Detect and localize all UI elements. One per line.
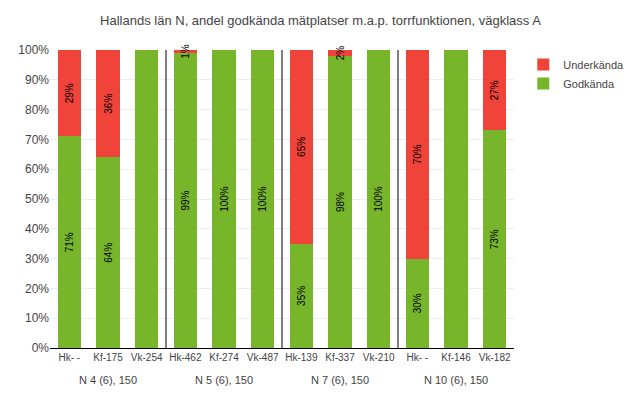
svg-text:Vk-210: Vk-210 (363, 352, 395, 363)
svg-text:Kf-337: Kf-337 (325, 352, 355, 363)
svg-text:10%: 10% (25, 311, 49, 325)
svg-text:29%: 29% (64, 83, 75, 103)
svg-text:30%: 30% (25, 252, 49, 266)
svg-text:Hk-139: Hk-139 (285, 352, 318, 363)
svg-text:65%: 65% (296, 137, 307, 157)
svg-text:Vk-487: Vk-487 (247, 352, 279, 363)
svg-text:50%: 50% (25, 192, 49, 206)
svg-text:Vk-182: Vk-182 (479, 352, 511, 363)
svg-text:Underkända: Underkända (563, 59, 624, 71)
svg-text:30%: 30% (412, 293, 423, 313)
svg-text:N 10 (6), 150: N 10 (6), 150 (424, 374, 488, 386)
svg-text:N 5 (6), 150: N 5 (6), 150 (195, 374, 253, 386)
svg-text:Godkända: Godkända (563, 78, 615, 90)
svg-text:71%: 71% (64, 232, 75, 252)
svg-text:Hk- -: Hk- - (58, 352, 80, 363)
svg-text:35%: 35% (296, 286, 307, 306)
svg-text:64%: 64% (103, 243, 114, 263)
svg-text:99%: 99% (180, 190, 191, 210)
svg-text:0%: 0% (32, 341, 50, 355)
svg-text:80%: 80% (25, 103, 49, 117)
svg-text:36%: 36% (103, 94, 114, 114)
svg-text:Kf-175: Kf-175 (93, 352, 123, 363)
svg-text:100%: 100% (18, 43, 49, 57)
svg-text:27%: 27% (489, 80, 500, 100)
svg-text:98%: 98% (335, 192, 346, 212)
svg-text:100%: 100% (373, 186, 384, 212)
svg-text:Vk-254: Vk-254 (131, 352, 163, 363)
svg-text:40%: 40% (25, 222, 49, 236)
svg-text:90%: 90% (25, 73, 49, 87)
svg-text:Hk- -: Hk- - (406, 352, 428, 363)
svg-text:N 7 (6), 150: N 7 (6), 150 (311, 374, 369, 386)
svg-text:100%: 100% (219, 186, 230, 212)
svg-text:Kf-146: Kf-146 (441, 352, 471, 363)
svg-text:100%: 100% (257, 186, 268, 212)
svg-text:60%: 60% (25, 162, 49, 176)
svg-text:N 4 (6), 150: N 4 (6), 150 (79, 374, 137, 386)
svg-text:Hallands län N, andel godkända: Hallands län N, andel godkända mätplatse… (100, 13, 541, 28)
svg-text:Kf-274: Kf-274 (209, 352, 239, 363)
svg-text:1%: 1% (180, 44, 191, 59)
svg-text:Hk-462: Hk-462 (169, 352, 202, 363)
svg-text:20%: 20% (25, 282, 49, 296)
svg-text:2%: 2% (335, 46, 346, 61)
svg-text:70%: 70% (412, 144, 423, 164)
svg-text:70%: 70% (25, 133, 49, 147)
svg-text:73%: 73% (489, 229, 500, 249)
